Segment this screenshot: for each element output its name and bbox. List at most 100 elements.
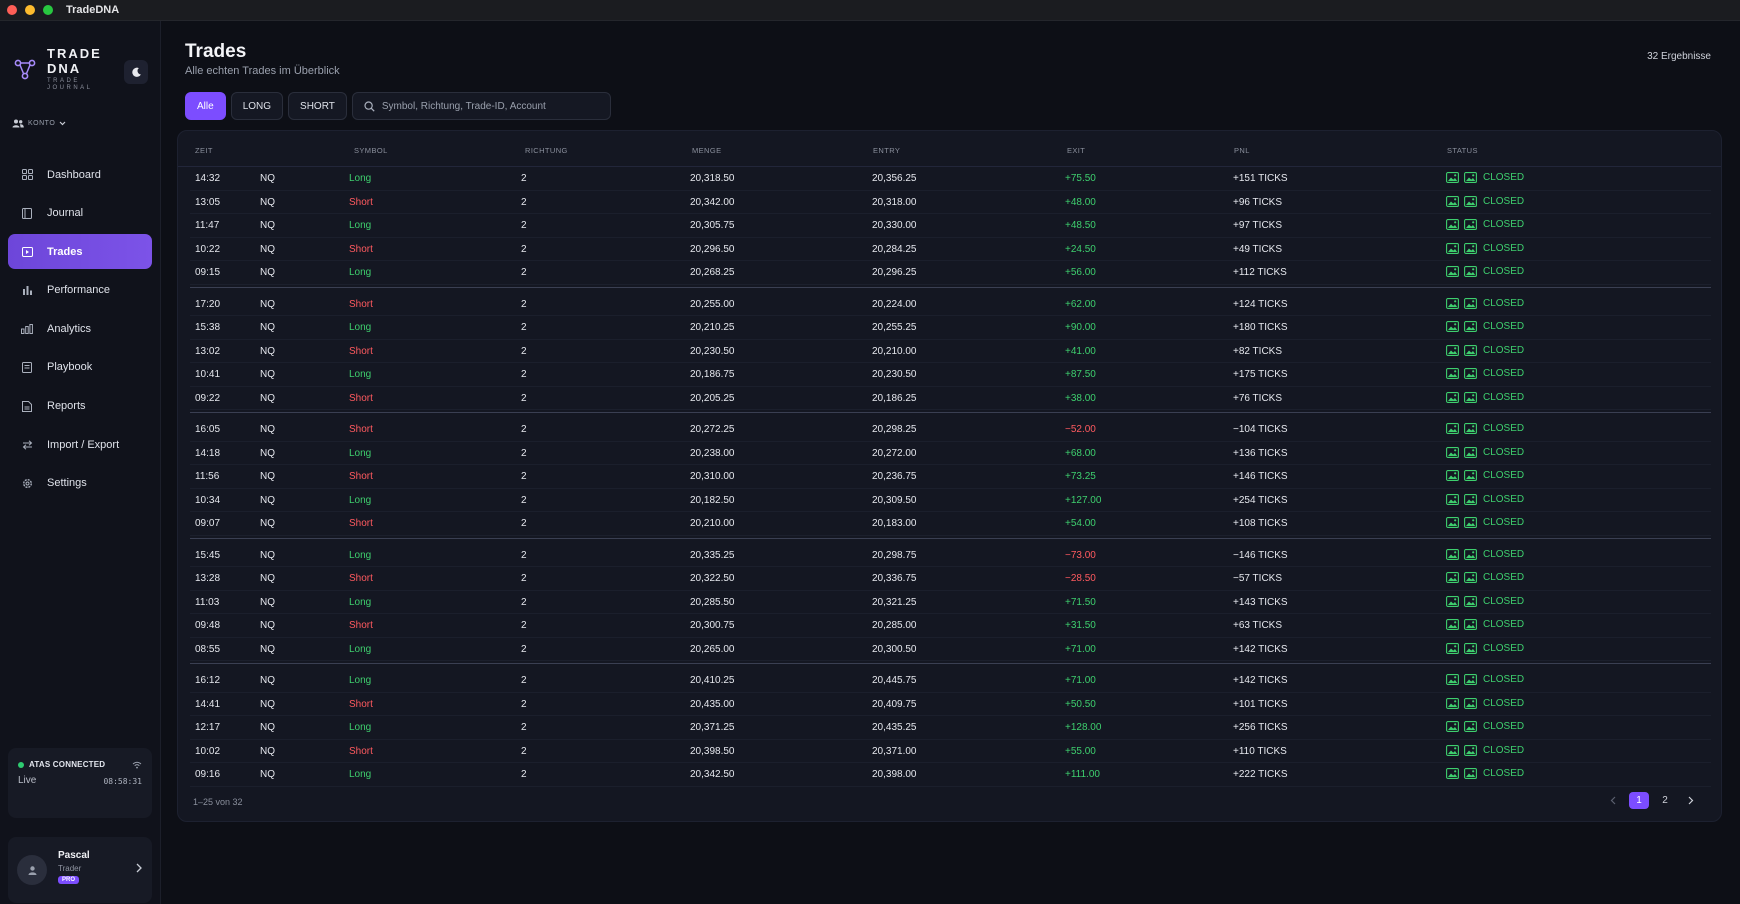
screenshot-entry-icon[interactable] <box>1446 297 1459 309</box>
sidebar-item-analytics[interactable]: Analytics <box>8 311 152 346</box>
table-row[interactable]: 10:34 NQ Long 2 20,182.50 20,309.50 +127.00 +25… <box>190 489 1711 512</box>
screenshot-exit-icon[interactable] <box>1464 195 1477 207</box>
column-header-exit[interactable]: EXIT <box>1067 146 1086 155</box>
screenshot-entry-icon[interactable] <box>1446 619 1459 630</box>
screenshot-entry-icon[interactable] <box>1446 321 1459 332</box>
screenshot-entry-icon[interactable] <box>1446 423 1459 434</box>
screenshot-entry-icon[interactable] <box>1446 768 1459 779</box>
sidebar-item-trades[interactable]: Trades <box>8 234 152 270</box>
table-row[interactable]: 16:12 NQ Long 2 20,410.25 20,445.75 +71.00 +142… <box>190 663 1711 693</box>
screenshot-exit-icon[interactable] <box>1464 172 1477 183</box>
column-header-status[interactable]: STATUS <box>1447 146 1478 155</box>
column-header-pnl[interactable]: PNL <box>1234 146 1250 155</box>
screenshot-exit-icon[interactable] <box>1464 219 1477 230</box>
table-row[interactable]: 13:05 NQ Short 2 20,342.00 20,318.00 +48.00 +96… <box>190 191 1711 214</box>
screenshot-exit-icon[interactable] <box>1464 423 1477 434</box>
screenshot-entry-icon[interactable] <box>1446 266 1459 277</box>
column-header-direction[interactable]: RICHTUNG <box>525 146 568 155</box>
page-button-1[interactable]: 1 <box>1629 792 1649 809</box>
table-row[interactable]: 09:48 NQ Short 2 20,300.75 20,285.00 +31.50 +63… <box>190 614 1711 638</box>
sidebar-item-settings[interactable]: Settings <box>8 466 152 501</box>
screenshot-exit-icon[interactable] <box>1464 368 1477 379</box>
table-row[interactable]: 16:05 NQ Short 2 20,272.25 20,298.25 −52.00 −10… <box>190 412 1711 442</box>
column-header-quantity[interactable]: MENGE <box>692 146 722 155</box>
screenshot-exit-icon[interactable] <box>1464 674 1477 685</box>
screenshot-entry-icon[interactable] <box>1446 172 1459 183</box>
minimize-window-button[interactable] <box>25 5 35 15</box>
page-button-2[interactable]: 2 <box>1662 795 1668 806</box>
table-row[interactable]: 15:45 NQ Long 2 20,335.25 20,298.75 −73.00 −146… <box>190 537 1711 567</box>
screenshot-exit-icon[interactable] <box>1464 297 1477 309</box>
sidebar-item-performance[interactable]: Performance <box>8 273 152 308</box>
table-row[interactable]: 11:47 NQ Long 2 20,305.75 20,330.00 +48.50 +97 … <box>190 214 1711 238</box>
table-row[interactable]: 15:38 NQ Long 2 20,210.25 20,255.25 +90.00 +180… <box>190 316 1711 340</box>
table-row[interactable]: 11:03 NQ Long 2 20,285.50 20,321.25 +71.50 +143… <box>190 591 1711 614</box>
sidebar-item-import-export[interactable]: Import / Export <box>8 427 152 462</box>
screenshot-exit-icon[interactable] <box>1464 493 1477 505</box>
table-row[interactable]: 17:20 NQ Short 2 20,255.00 20,224.00 +62.00 +12… <box>190 286 1711 316</box>
sidebar-item-dashboard[interactable]: Dashboard <box>8 157 152 192</box>
app-logo[interactable]: TRADE DNA TRADE JOURNAL <box>14 46 102 92</box>
screenshot-entry-icon[interactable] <box>1446 344 1459 356</box>
filter-short-button[interactable]: SHORT <box>288 92 347 120</box>
screenshot-entry-icon[interactable] <box>1446 721 1459 732</box>
screenshot-exit-icon[interactable] <box>1464 768 1477 779</box>
screenshot-entry-icon[interactable] <box>1446 744 1459 756</box>
table-row[interactable]: 14:41 NQ Short 2 20,435.00 20,409.75 +50.50 +10… <box>190 693 1711 716</box>
table-row[interactable]: 14:18 NQ Long 2 20,238.00 20,272.00 +68.00 +136… <box>190 442 1711 465</box>
table-row[interactable]: 12:17 NQ Long 2 20,371.25 20,435.25 +128.00 +25… <box>190 716 1711 740</box>
screenshot-entry-icon[interactable] <box>1446 242 1459 254</box>
sidebar-item-journal[interactable]: Journal <box>8 196 152 231</box>
search-input[interactable] <box>381 100 602 112</box>
search-box[interactable] <box>351 92 611 120</box>
screenshot-entry-icon[interactable] <box>1446 368 1459 379</box>
screenshot-entry-icon[interactable] <box>1446 493 1459 505</box>
sidebar-item-reports[interactable]: Reports <box>8 389 152 424</box>
screenshot-exit-icon[interactable] <box>1464 266 1477 277</box>
screenshot-exit-icon[interactable] <box>1464 697 1477 709</box>
table-row[interactable]: 13:02 NQ Short 2 20,230.50 20,210.00 +41.00 +82… <box>190 340 1711 363</box>
user-profile-card[interactable]: Pascal Trader PRO <box>8 837 152 903</box>
theme-toggle-button[interactable] <box>124 60 148 84</box>
screenshot-entry-icon[interactable] <box>1446 674 1459 685</box>
table-row[interactable]: 09:16 NQ Long 2 20,342.50 20,398.00 +111.00 +22… <box>190 763 1711 787</box>
account-selector[interactable]: KONTO <box>12 119 66 128</box>
screenshot-entry-icon[interactable] <box>1446 548 1459 560</box>
filter-long-button[interactable]: LONG <box>230 92 284 120</box>
table-row[interactable]: 09:15 NQ Long 2 20,268.25 20,296.25 +56.00 +112… <box>190 261 1711 285</box>
screenshot-exit-icon[interactable] <box>1464 619 1477 630</box>
screenshot-exit-icon[interactable] <box>1464 242 1477 254</box>
screenshot-exit-icon[interactable] <box>1464 470 1477 481</box>
screenshot-exit-icon[interactable] <box>1464 721 1477 732</box>
column-header-entry[interactable]: ENTRY <box>873 146 901 155</box>
table-row[interactable]: 08:55 NQ Long 2 20,265.00 20,300.50 +71.00 +142… <box>190 638 1711 661</box>
close-window-button[interactable] <box>7 5 17 15</box>
table-row[interactable]: 10:22 NQ Short 2 20,296.50 20,284.25 +24.50 +49… <box>190 238 1711 261</box>
table-row[interactable]: 10:02 NQ Short 2 20,398.50 20,371.00 +55.00 +11… <box>190 740 1711 763</box>
table-row[interactable]: 09:22 NQ Short 2 20,205.25 20,186.25 +38.00 +76… <box>190 387 1711 410</box>
table-row[interactable]: 13:28 NQ Short 2 20,322.50 20,336.75 −28.50 −57… <box>190 567 1711 591</box>
screenshot-entry-icon[interactable] <box>1446 446 1459 458</box>
table-row[interactable]: 10:41 NQ Long 2 20,186.75 20,230.50 +87.50 +175… <box>190 363 1711 387</box>
previous-page-button[interactable] <box>1603 792 1623 809</box>
screenshot-entry-icon[interactable] <box>1446 195 1459 207</box>
screenshot-exit-icon[interactable] <box>1464 572 1477 583</box>
screenshot-entry-icon[interactable] <box>1446 470 1459 481</box>
sidebar-item-playbook[interactable]: Playbook <box>8 350 152 385</box>
screenshot-entry-icon[interactable] <box>1446 517 1459 528</box>
next-page-button[interactable] <box>1681 792 1701 809</box>
table-row[interactable]: 14:32 NQ Long 2 20,318.50 20,356.25 +75.50 +151… <box>190 167 1711 191</box>
screenshot-exit-icon[interactable] <box>1464 642 1477 654</box>
screenshot-exit-icon[interactable] <box>1464 744 1477 756</box>
screenshot-exit-icon[interactable] <box>1464 321 1477 332</box>
filter-all-button[interactable]: Alle <box>185 92 226 120</box>
table-row[interactable]: 09:07 NQ Short 2 20,210.00 20,183.00 +54.00 +10… <box>190 512 1711 536</box>
screenshot-exit-icon[interactable] <box>1464 548 1477 560</box>
screenshot-entry-icon[interactable] <box>1446 219 1459 230</box>
screenshot-exit-icon[interactable] <box>1464 391 1477 403</box>
zoom-window-button[interactable] <box>43 5 53 15</box>
screenshot-exit-icon[interactable] <box>1464 517 1477 528</box>
screenshot-entry-icon[interactable] <box>1446 572 1459 583</box>
column-header-symbol[interactable]: SYMBOL <box>354 146 388 155</box>
column-header-time[interactable]: ZEIT <box>195 146 213 155</box>
